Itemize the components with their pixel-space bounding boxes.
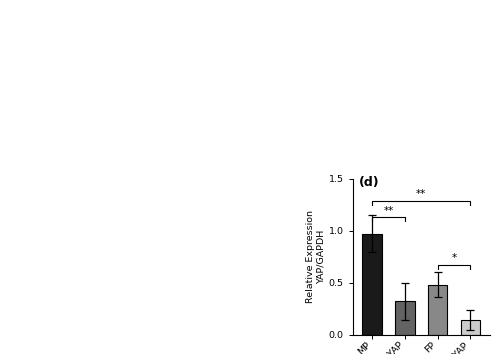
Text: **: ** — [416, 189, 426, 199]
Bar — [428, 285, 448, 335]
Bar — [362, 234, 382, 335]
Bar — [395, 301, 414, 335]
Text: **: ** — [384, 206, 394, 216]
Text: *: * — [452, 253, 456, 263]
Bar — [460, 320, 480, 335]
Text: (d): (d) — [358, 176, 379, 189]
Y-axis label: Relative Expression
YAP/GAPDH: Relative Expression YAP/GAPDH — [306, 210, 326, 303]
